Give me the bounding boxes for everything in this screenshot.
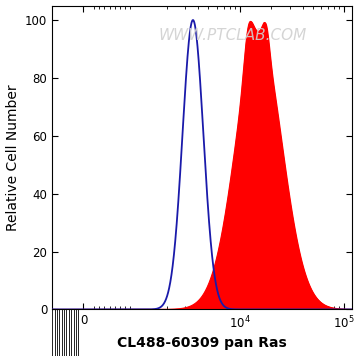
Y-axis label: Relative Cell Number: Relative Cell Number: [5, 84, 19, 231]
X-axis label: CL488-60309 pan Ras: CL488-60309 pan Ras: [117, 336, 287, 350]
Text: WWW.PTCLAB.COM: WWW.PTCLAB.COM: [158, 28, 306, 43]
